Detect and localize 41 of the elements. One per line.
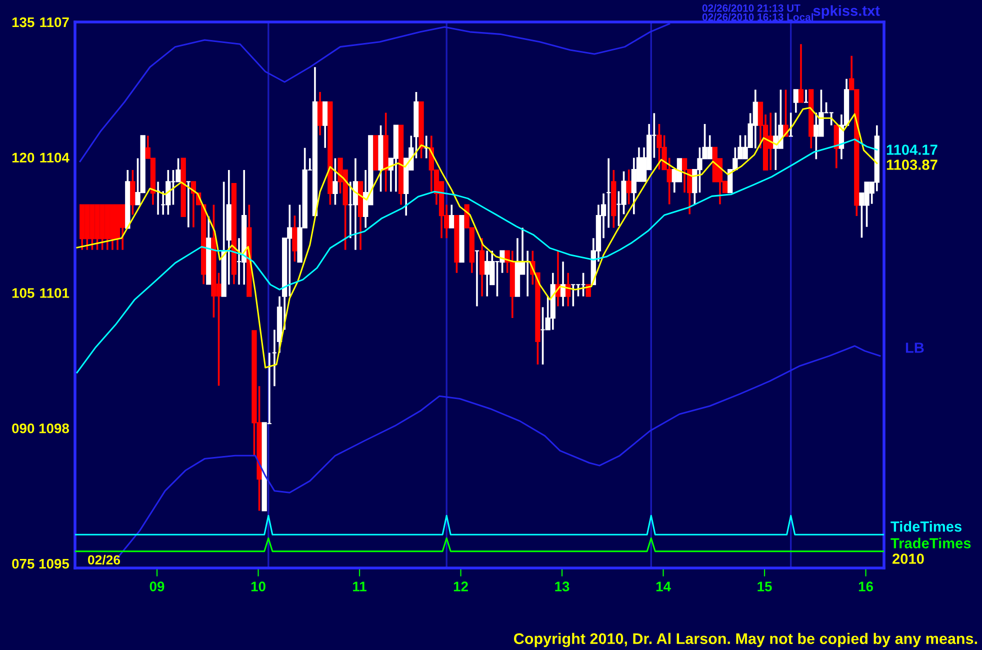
x-tick-label: 13 xyxy=(555,582,570,592)
text: 02/26/2010 21:13 UT xyxy=(702,4,800,12)
candlestick xyxy=(130,169,136,216)
line-series xyxy=(79,23,670,162)
candlestick xyxy=(292,214,298,263)
y2-tick-label: 105 xyxy=(12,288,34,298)
y-tick-label: 1107 xyxy=(40,17,69,28)
x-tick-label: 14 xyxy=(656,582,671,592)
x-tick-label: 11 xyxy=(353,582,366,592)
y2-tick-label: 135 xyxy=(12,17,34,28)
text: Copyright 2010, Dr. Al Larson. May not be copied by any means. xyxy=(514,632,977,648)
text: 1103.87 xyxy=(886,160,938,170)
y2-tick-label: 075 xyxy=(12,558,34,569)
text: spkiss.txt xyxy=(813,5,880,19)
y-tick-label: 1104 xyxy=(40,152,70,163)
x-tick-label: 16 xyxy=(858,582,873,592)
candlestick xyxy=(626,168,632,206)
text: LB xyxy=(906,342,924,353)
series-label: TideTimes xyxy=(890,521,962,532)
candlestick xyxy=(793,88,798,114)
y-tick-label: 1098 xyxy=(39,423,70,434)
text: 02/26/2010 16:13 Local xyxy=(702,13,814,21)
y-tick-label: 1095 xyxy=(39,558,70,569)
x-tick-label: 09 xyxy=(150,582,164,592)
candlestick xyxy=(317,91,323,136)
candlestick xyxy=(352,157,358,251)
y2-tick-label: 120 xyxy=(12,152,34,163)
x-tick-label: 12 xyxy=(454,582,468,592)
y-tick-label: 1101 xyxy=(40,288,70,298)
candlestick xyxy=(449,204,454,229)
x-tick-label: 10 xyxy=(251,582,266,592)
candlestick xyxy=(332,157,338,206)
candlestick xyxy=(322,100,328,149)
text: 1104.17 xyxy=(886,144,938,155)
x-tick-label: 15 xyxy=(758,582,772,592)
annotation: 02/26 xyxy=(88,554,120,565)
candlestick xyxy=(479,237,485,298)
text: 2010 xyxy=(892,554,924,564)
series-label: TradeTimes xyxy=(890,538,971,548)
y2-tick-label: 090 xyxy=(12,423,34,434)
candlestick xyxy=(798,43,804,104)
